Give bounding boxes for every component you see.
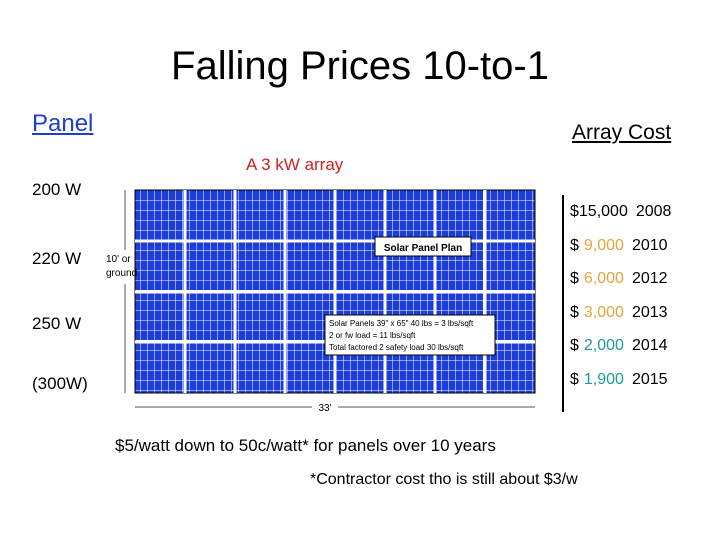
- cost-year: 2010: [631, 236, 668, 254]
- plan-note: Total factored 2 safety load 30 lbs/sqft: [329, 343, 464, 352]
- panel-size: 250 W: [32, 314, 82, 333]
- cost-amount: 1,900: [583, 370, 624, 388]
- plan-title: Solar Panel Plan: [384, 243, 462, 254]
- currency: $: [570, 303, 579, 321]
- cost-row: $6,000 2012: [570, 270, 668, 288]
- height-label: ground: [106, 268, 137, 279]
- cost-amount: 2,000: [583, 337, 624, 354]
- plan-note: Solar Panels 39" x 65" 40 lbs = 3 lbs/sq…: [329, 319, 474, 328]
- cost-row: $9,000 2010: [570, 237, 668, 255]
- cost-row: $1,900 2015: [570, 371, 668, 389]
- height-label-bg: [104, 250, 134, 284]
- currency: $: [570, 370, 579, 388]
- cost-amount: 9,000: [583, 236, 624, 254]
- panel-size: 220 W: [32, 249, 82, 268]
- cost-year: 2012: [631, 270, 668, 287]
- height-label: 10' or: [106, 254, 131, 265]
- array-label: A 3 kW array: [246, 155, 344, 174]
- width-label: 33': [318, 403, 331, 414]
- cost-year: 2008: [635, 203, 672, 220]
- panel-size: (300W): [32, 374, 88, 393]
- cost-heading: Array Cost: [572, 121, 672, 144]
- cost-year: 2013: [631, 303, 668, 321]
- cost-row: $3,000 2013: [570, 304, 668, 322]
- panel-size: 200 W: [32, 180, 82, 199]
- cost-year: 2015: [631, 370, 668, 388]
- plan-title-box: [374, 236, 472, 257]
- width-label-bg: [312, 400, 338, 414]
- currency: $: [570, 270, 579, 287]
- plan-note: 2 or fw load = 11 lbs/sqft: [329, 331, 416, 340]
- currency: $: [570, 236, 579, 254]
- panel-heading: Panel: [32, 110, 94, 137]
- summary: $5/watt down to 50c/watt* for panels ove…: [115, 436, 496, 455]
- currency: $: [570, 337, 579, 354]
- title: Falling Prices 10-to-1: [171, 44, 549, 88]
- cost-amount: 15,000: [578, 203, 628, 220]
- footnote: *Contractor cost tho is still about $3/w: [310, 471, 578, 488]
- cost-amount: 3,000: [583, 303, 624, 321]
- cost-amount: 6,000: [583, 270, 624, 287]
- cost-row: $2,000 2014: [570, 337, 668, 355]
- plan-notes-box: [324, 314, 496, 356]
- cost-year: 2014: [631, 337, 668, 354]
- cost-row: $15,000 2008: [570, 203, 671, 221]
- currency: $: [570, 203, 579, 220]
